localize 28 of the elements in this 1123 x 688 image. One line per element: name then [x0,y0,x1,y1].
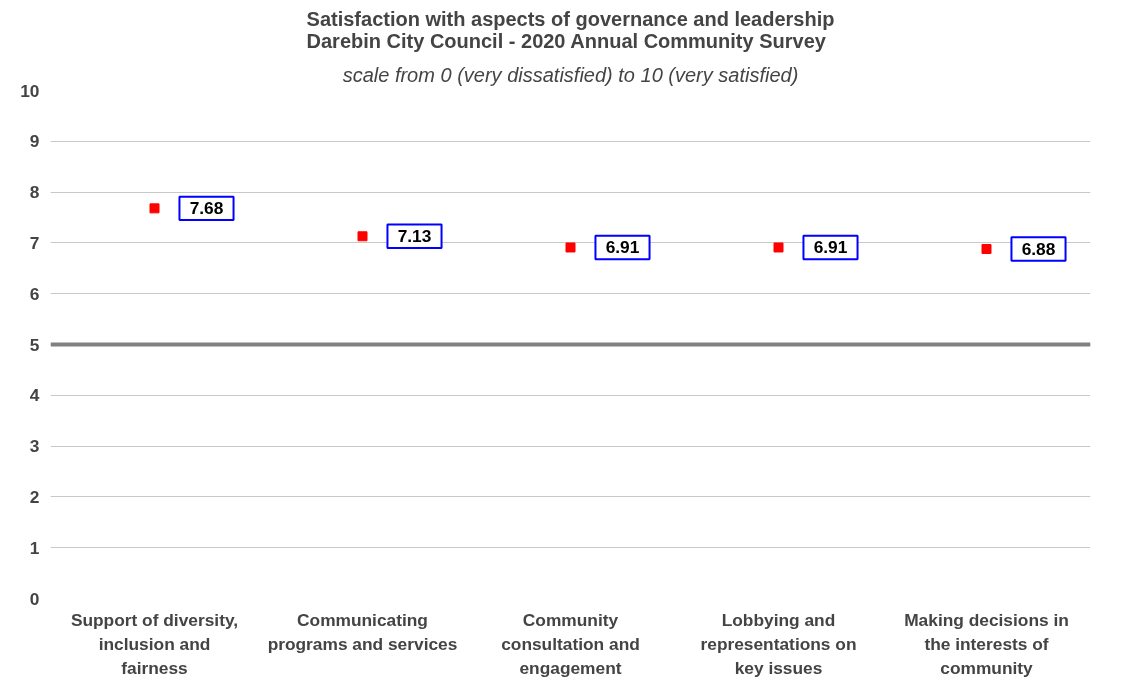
y-tick-label: 8 [29,182,40,203]
x-tick-label: Lobbying and representations on key issues [700,609,857,678]
y-tick-label: 0 [29,588,40,609]
x-tick-label: Support of diversity, inclusion and fairness [70,609,239,678]
chart-subtitle: scale from 0 (very dissatisfied) to 10 (very satisfied) [342,63,799,86]
point [981,244,992,254]
point [149,203,160,214]
y-tick-label: 3 [29,436,40,457]
y-tick-label: 7 [29,232,40,253]
data-label: 6.88 [1021,239,1056,259]
x-tick-label: Making decisions in the interests of community [904,609,1069,678]
y-tick-label: 4 [29,385,40,406]
data-label: 7.13 [397,226,432,247]
point [773,242,784,253]
y-tick-label: 5 [29,334,40,355]
data-label: 6.91 [605,237,640,258]
data-label: 7.68 [189,198,224,219]
x-tick-label: Communicating programs and services [267,609,458,654]
point [565,242,576,253]
data-label: 6.91 [813,237,848,258]
point [357,231,368,242]
y-tick-label: 2 [29,486,40,507]
y-tick-label: 10 [20,80,40,101]
y-tick-label: 6 [29,283,40,304]
y-tick-label: 1 [29,537,40,558]
y-tick-label: 9 [29,131,40,152]
chart-title: Satisfaction with aspects of governance and leadership Darebin City Council - 2020 Annual Community Survey [306,7,835,52]
x-tick-label: Community consultation and engagement [501,609,640,678]
